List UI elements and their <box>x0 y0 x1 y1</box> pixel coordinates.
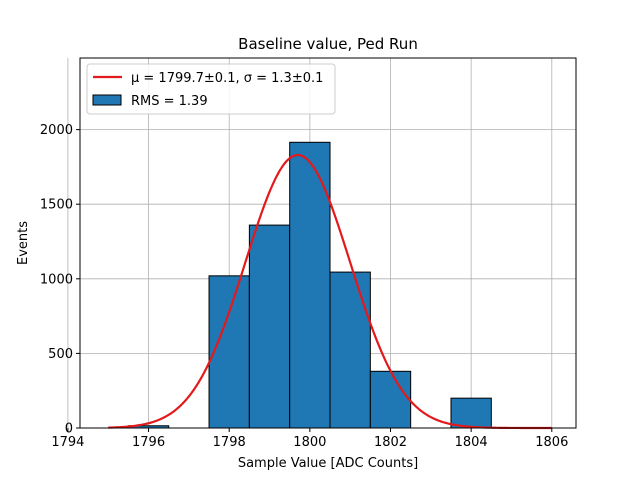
x-tick-label: 1794 <box>51 435 84 450</box>
x-tick-label: 1796 <box>132 435 165 450</box>
y-tick-label: 1500 <box>40 198 73 213</box>
y-tick-label: 500 <box>48 347 73 362</box>
histogram-bar <box>329 271 371 429</box>
histogram-bar <box>369 370 412 429</box>
axis-ticks: 1794 1796 1798 1800 1802 1804 1806 0 500 1000 1500… <box>40 123 568 450</box>
x-tick-label: 1804 <box>455 435 488 450</box>
legend-rms-swatch <box>92 94 122 106</box>
y-tick-label: 2000 <box>40 123 73 138</box>
y-tick-label: 0 <box>65 422 73 437</box>
legend-box <box>86 63 336 115</box>
legend-rms-label: RMS = 1.39 <box>131 94 208 109</box>
histogram-bar <box>450 397 492 429</box>
y-tick-label: 1000 <box>40 272 73 287</box>
legend-fit-label: μ = 1799.7±0.1, σ = 1.3±0.1 <box>131 71 323 86</box>
legend: μ = 1799.7±0.1, σ = 1.3±0.1 RMS = 1.39 <box>86 63 336 115</box>
chart-title: Baseline value, Ped Run <box>238 35 418 53</box>
histogram-bars <box>127 141 492 429</box>
x-tick-label: 1802 <box>374 435 407 450</box>
gaussian-fit <box>108 153 552 430</box>
x-axis-label: Sample Value [ADC Counts] <box>238 456 418 471</box>
plot-frame <box>79 57 577 429</box>
x-tick-label: 1798 <box>213 435 246 450</box>
x-tick-label: 1800 <box>293 435 326 450</box>
y-axis-label: Events <box>16 221 31 265</box>
x-tick-label: 1806 <box>535 435 568 450</box>
fit-curve <box>108 153 552 430</box>
histogram-bar <box>248 224 291 429</box>
